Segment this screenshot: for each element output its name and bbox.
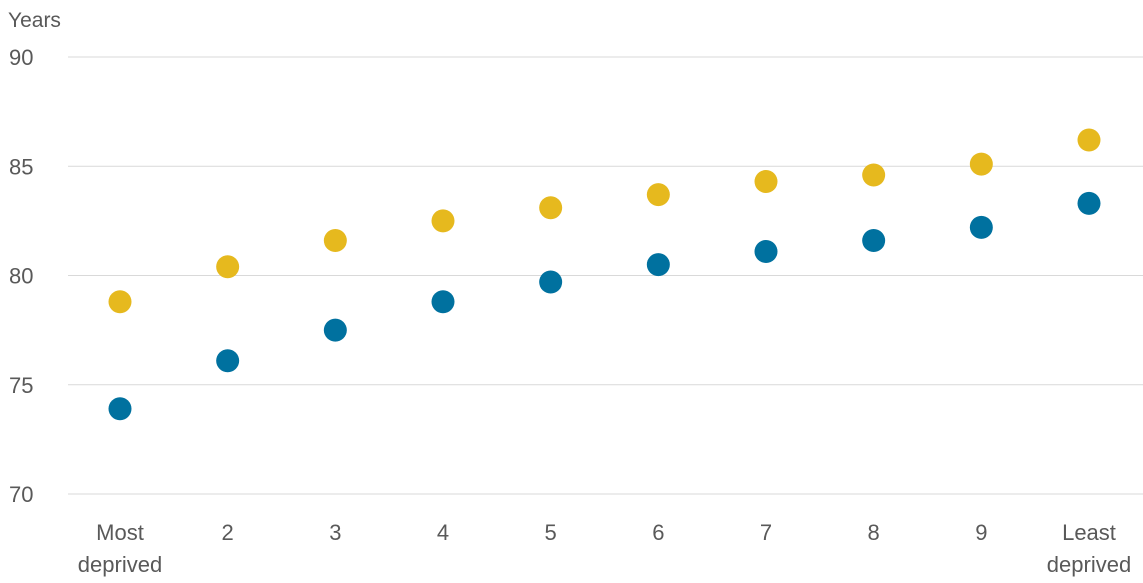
data-point-series-1 [862,163,886,187]
x-tick-label: Least deprived [1047,520,1131,577]
data-point-series-2 [969,215,993,239]
y-tick-label: 85 [9,154,33,179]
x-tick-label: 4 [437,520,449,545]
data-point-series-1 [323,229,347,253]
data-point-series-2 [216,349,240,373]
y-axis-title: Years [8,9,61,32]
data-point-series-2 [754,239,778,263]
data-point-series-1 [108,290,132,314]
x-tick-label: 6 [652,520,664,545]
x-tick-label: 7 [760,520,772,545]
data-point-series-1 [754,170,778,194]
x-axis-tick-labels: Most deprived 2 3 4 5 6 7 8 9 Least deprived [78,520,1131,577]
x-tick-label: 8 [868,520,880,545]
y-tick-label: 70 [9,482,33,507]
data-point-series-1 [431,209,455,233]
data-point-series-1 [539,196,563,220]
data-point-series-2 [323,318,347,342]
y-tick-label: 75 [9,373,33,398]
data-point-series-2 [431,290,455,314]
data-point-series-2 [862,229,886,253]
data-points [108,128,1101,421]
data-point-series-2 [539,270,563,294]
data-point-series-1 [969,152,993,176]
gridlines [68,56,1143,495]
x-tick-label: 9 [975,520,987,545]
data-point-series-2 [108,397,132,421]
data-point-series-2 [646,253,670,277]
x-tick-label: Most deprived [78,520,162,577]
y-tick-label: 90 [9,45,33,70]
y-axis-tick-labels: 70 75 80 85 90 [9,45,33,507]
data-point-series-1 [1077,128,1101,152]
data-point-series-1 [216,255,240,279]
x-tick-label: 5 [545,520,557,545]
data-point-series-1 [646,183,670,207]
x-tick-label: 3 [329,520,341,545]
x-tick-label: 2 [222,520,234,545]
data-point-series-2 [1077,191,1101,215]
y-tick-label: 80 [9,264,33,289]
